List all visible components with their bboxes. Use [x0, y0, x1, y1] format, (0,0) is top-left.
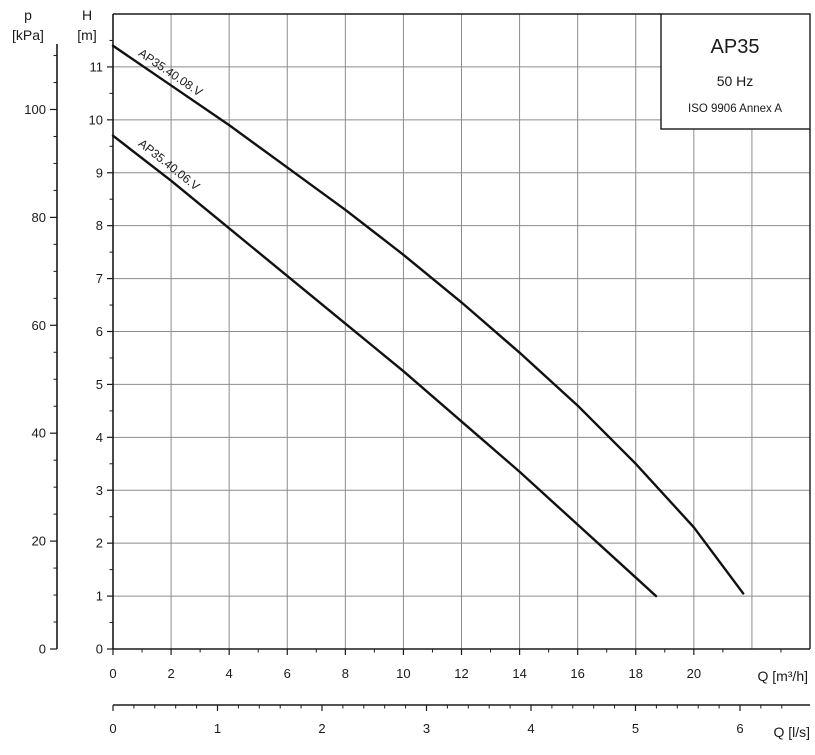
y-head-tick-label: 9 — [96, 165, 103, 180]
chart-title: AP35 — [711, 36, 760, 58]
y-head-symbol: H — [82, 7, 92, 23]
curve-label-ap35-40-08-v: AP35.40.08.V — [136, 46, 205, 99]
legend-box: AP35 50 Hz ISO 9906 Annex A — [660, 13, 811, 130]
y-head-unit: [m] — [77, 27, 96, 43]
x-flow-m3h-tick-label: 2 — [167, 666, 174, 681]
curves: AP35.40.08.V AP35.40.06.V — [111, 44, 745, 598]
standard-label: ISO 9906 Annex A — [688, 103, 782, 115]
y-head-tick-label: 8 — [96, 218, 103, 233]
y-pressure-unit: [kPa] — [12, 27, 44, 43]
x-flow-m3h-tick-label: 4 — [226, 666, 233, 681]
legend-frame — [660, 13, 811, 130]
y-pressure-tick-label: 100 — [24, 102, 46, 117]
y-head-tick-label: 4 — [96, 430, 103, 445]
y-pressure-symbol: p — [24, 7, 32, 23]
x-flow-ls-tick-label: 5 — [632, 721, 639, 736]
y-head-tick-label: 7 — [96, 271, 103, 286]
x-flow-ls-tick-label: 4 — [527, 721, 534, 736]
y-head-tick-label: 2 — [96, 536, 103, 551]
x-flow-m3h-tick-label: 12 — [454, 666, 468, 681]
x-flow-ls-tick-label: 1 — [214, 721, 221, 736]
curve-ap35-40-08-v — [111, 44, 745, 595]
y-head-tick-label: 10 — [89, 112, 103, 127]
y-pressure-tick-label: 80 — [32, 210, 46, 225]
x-flow-m3h-label: Q [m³/h] — [757, 668, 808, 684]
x-flow-m3h-tick-label: 6 — [284, 666, 291, 681]
curve-label-ap35-40-06-v: AP35.40.06.V — [136, 136, 203, 193]
y-head-tick-label: 1 — [96, 589, 103, 604]
y-pressure-tick-label: 20 — [32, 534, 46, 549]
curve-ap35-40-06-v — [111, 134, 658, 598]
x-flow-ls-tick-label: 0 — [109, 721, 116, 736]
x-flow-m3h-tick-label: 18 — [629, 666, 643, 681]
y-pressure-tick-label: 0 — [39, 642, 46, 657]
y-head-tick-label: 11 — [90, 59, 104, 74]
x-flow-m3h-tick-label: 8 — [342, 666, 349, 681]
y-head-tick-label: 0 — [96, 642, 103, 657]
x-flow-m3h-tick-label: 0 — [109, 666, 116, 681]
y-pressure-tick-label: 40 — [32, 426, 46, 441]
x-flow-m3h-tick-label: 14 — [512, 666, 526, 681]
y-head-tick-label: 3 — [96, 483, 103, 498]
y-head-tick-label: 6 — [96, 324, 103, 339]
frequency-label: 50 Hz — [717, 73, 754, 89]
x-flow-m3h-tick-label: 16 — [570, 666, 584, 681]
x-flow-ls-tick-label: 3 — [423, 721, 430, 736]
x-flow-ls-label: Q [l/s] — [773, 724, 810, 740]
x-flow-ls-tick-label: 6 — [736, 721, 743, 736]
x-flow-ls-tick-label: 2 — [318, 721, 325, 736]
y-pressure-tick-label: 60 — [32, 318, 46, 333]
x-flow-m3h-tick-label: 20 — [687, 666, 701, 681]
y-head-tick-label: 5 — [96, 377, 103, 392]
x-flow-m3h-tick-label: 10 — [396, 666, 410, 681]
